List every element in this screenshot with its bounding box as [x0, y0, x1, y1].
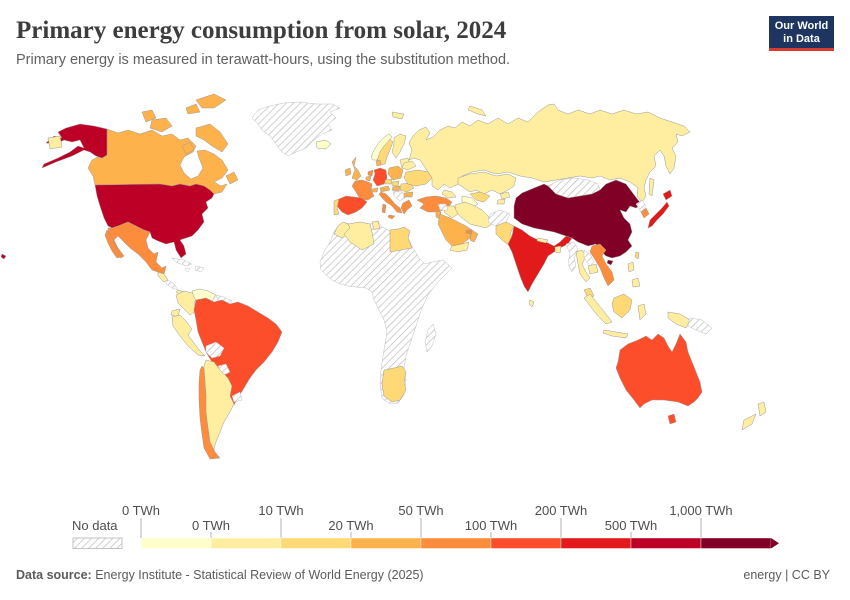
- svg-text:200 TWh: 200 TWh: [535, 503, 588, 518]
- svg-text:1,000 TWh: 1,000 TWh: [669, 503, 732, 518]
- svg-text:100 TWh: 100 TWh: [465, 518, 518, 533]
- svg-text:500 TWh: 500 TWh: [605, 518, 658, 533]
- svg-text:20 TWh: 20 TWh: [328, 518, 373, 533]
- svg-text:0 TWh: 0 TWh: [192, 518, 230, 533]
- svg-text:10 TWh: 10 TWh: [258, 503, 303, 518]
- svg-text:50 TWh: 50 TWh: [398, 503, 443, 518]
- svg-text:0 TWh: 0 TWh: [122, 503, 160, 518]
- svg-text:No data: No data: [72, 518, 118, 533]
